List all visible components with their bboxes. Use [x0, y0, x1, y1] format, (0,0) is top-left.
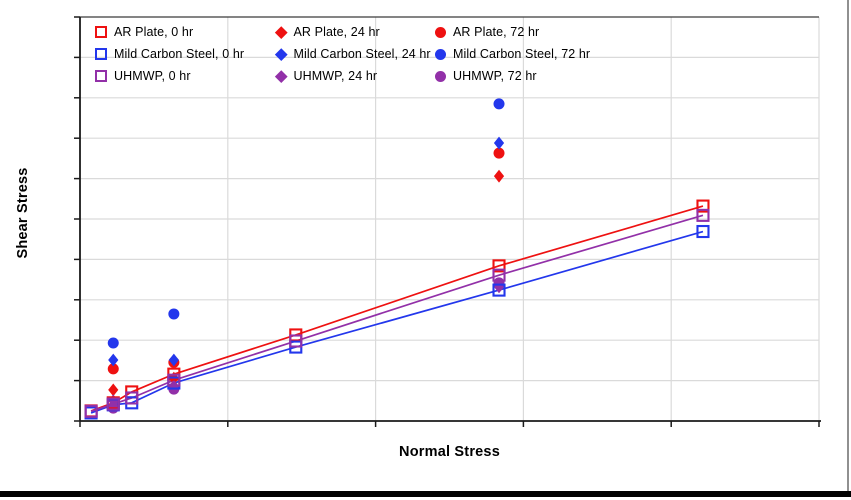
right-frame-line	[847, 0, 849, 491]
data-point-open-square	[289, 334, 303, 348]
data-point-circle	[107, 337, 119, 349]
data-point-open-square	[106, 397, 120, 411]
data-point-circle	[493, 147, 505, 159]
data-point-diamond	[108, 383, 119, 397]
data-point-circle	[107, 363, 119, 375]
data-point-open-square	[492, 259, 506, 273]
y-axis-title: Shear Stress	[15, 167, 31, 259]
data-point-diamond	[493, 136, 505, 150]
data-point-open-square	[696, 224, 710, 239]
trend-line	[90, 214, 704, 413]
trend-line	[90, 230, 704, 414]
data-point-open-square	[84, 404, 98, 418]
data-point-open-square	[167, 373, 181, 387]
data-point-open-square	[492, 268, 506, 282]
bottom-frame-line	[0, 491, 851, 497]
x-axis-title: Normal Stress	[399, 444, 500, 460]
data-point-diamond	[108, 353, 119, 367]
data-point-open-square	[696, 199, 710, 213]
data-point-diamond	[493, 169, 505, 183]
data-point-circle	[493, 98, 505, 110]
data-point-diamond	[168, 353, 179, 367]
data-point-circle	[168, 308, 180, 320]
data-point-open-square	[696, 208, 710, 222]
data-point-open-square	[125, 391, 139, 405]
data-point-open-square	[492, 283, 506, 297]
